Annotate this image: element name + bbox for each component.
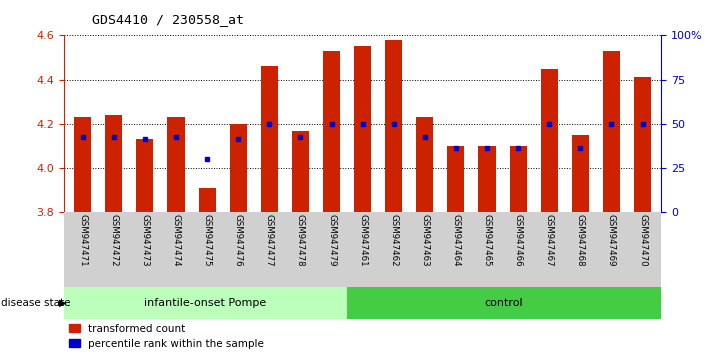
Text: disease state: disease state [1,298,71,308]
Bar [230,124,247,212]
Text: GSM947470: GSM947470 [638,214,647,267]
Legend: transformed count, percentile rank within the sample: transformed count, percentile rank withi… [69,324,264,349]
Text: GSM947472: GSM947472 [109,214,118,267]
Text: GSM947477: GSM947477 [264,214,274,267]
Text: GDS4410 / 230558_at: GDS4410 / 230558_at [92,13,245,26]
Text: GSM947466: GSM947466 [513,214,523,267]
Text: GSM947476: GSM947476 [234,214,242,267]
Text: control: control [485,298,523,308]
Text: GSM947462: GSM947462 [389,214,398,267]
Text: ▶: ▶ [59,298,67,308]
Bar [74,117,91,212]
Text: GSM947467: GSM947467 [545,214,554,267]
Bar [447,146,464,212]
Bar [64,287,347,319]
Bar [510,146,527,212]
Bar [167,117,185,212]
Text: GSM947461: GSM947461 [358,214,367,267]
Bar [292,131,309,212]
Text: GSM947475: GSM947475 [203,214,212,267]
Bar [634,78,651,212]
Bar [347,287,661,319]
Text: GSM947471: GSM947471 [78,214,87,267]
Bar [572,135,589,212]
Text: GSM947479: GSM947479 [327,214,336,267]
Bar [416,117,434,212]
Text: GSM947468: GSM947468 [576,214,585,267]
Bar [540,69,558,212]
Bar [105,115,122,212]
Bar [323,51,340,212]
Text: GSM947463: GSM947463 [420,214,429,267]
Bar [198,188,215,212]
Text: GSM947469: GSM947469 [607,214,616,267]
Bar [603,51,620,212]
Bar [137,139,154,212]
Text: GSM947465: GSM947465 [483,214,491,267]
Bar [385,40,402,212]
Bar [479,146,496,212]
Text: GSM947478: GSM947478 [296,214,305,267]
Text: infantile-onset Pompe: infantile-onset Pompe [144,298,267,308]
Text: GSM947473: GSM947473 [140,214,149,267]
Bar [261,66,278,212]
Text: GSM947464: GSM947464 [451,214,461,267]
Bar [354,46,371,212]
Text: GSM947474: GSM947474 [171,214,181,267]
